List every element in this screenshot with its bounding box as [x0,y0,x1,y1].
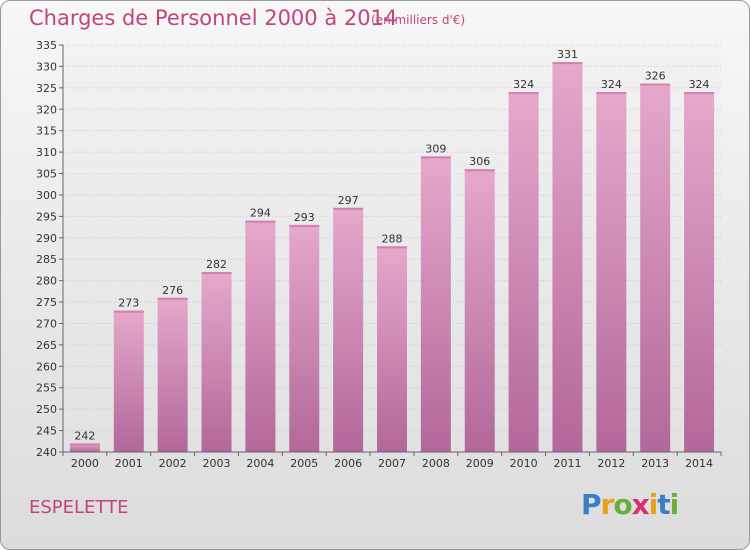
bar-cap [113,310,144,313]
logo-letter: x [631,488,650,521]
bar-2002 [157,297,188,452]
bar-2010 [508,92,539,452]
bar-cap [377,246,407,249]
y-tick-label: 265 [36,339,57,352]
y-tick-label: 275 [36,296,57,309]
logo-letter: o [613,488,632,521]
bar-cap [201,272,232,275]
logo-letter: i [669,488,680,521]
y-tick-label: 290 [36,232,57,245]
y-tick-label: 245 [36,425,57,438]
bar-cap [420,156,451,159]
value-label: 324 [513,78,534,91]
value-label: 326 [645,70,666,83]
x-tick-label: 2013 [641,457,669,470]
value-label: 294 [250,207,271,220]
y-tick-label: 330 [36,60,57,73]
value-label: 324 [601,78,622,91]
bar-2014 [684,92,715,452]
x-tick-label: 2006 [334,457,362,470]
bar-cap [508,92,539,95]
bar-cap [69,443,100,446]
bar-2007 [377,246,407,452]
bar-2008 [420,156,451,453]
logo-letter: t [657,488,670,521]
bar-2012 [596,92,627,452]
value-label: 306 [469,155,490,168]
y-tick-label: 285 [36,253,57,266]
bar-2006 [333,207,364,452]
x-tick-label: 2010 [510,457,538,470]
y-tick-label: 325 [36,82,57,95]
bar-2003 [201,272,232,452]
x-tick-label: 2005 [290,457,318,470]
bar-cap [684,92,715,95]
x-tick-label: 2000 [71,457,99,470]
bar-2004 [245,220,276,452]
bar-cap [596,92,627,95]
bar-cap [245,220,276,223]
x-tick-label: 2014 [685,457,713,470]
bar-2000 [69,443,100,452]
value-label: 273 [118,297,139,310]
y-tick-label: 250 [36,403,57,416]
y-tick-label: 270 [36,317,57,330]
x-tick-label: 2001 [115,457,143,470]
x-tick-label: 2007 [378,457,406,470]
logo-letter: P [581,488,602,521]
bar-cap [289,224,320,227]
bar-cap [552,62,583,65]
bar-cap [640,83,671,86]
value-label: 276 [162,284,183,297]
bar-cap [157,297,188,300]
y-tick-label: 310 [36,146,57,159]
logo-letter: i [648,488,659,521]
value-label: 282 [206,258,227,271]
bar-cap [333,207,364,210]
chart-subtitle: (en milliers d'€) [371,13,466,27]
x-tick-label: 2004 [246,457,274,470]
y-tick-label: 320 [36,103,57,116]
y-tick-label: 255 [36,382,57,395]
y-tick-label: 295 [36,210,57,223]
y-tick-label: 300 [36,189,57,202]
bar-2011 [552,62,583,452]
x-tick-label: 2003 [203,457,231,470]
proxiti-logo: Proxiti [581,488,680,521]
x-tick-label: 2008 [422,457,450,470]
value-label: 288 [382,232,403,245]
y-tick-label: 315 [36,125,57,138]
x-tick-label: 2012 [597,457,625,470]
y-tick-label: 280 [36,275,57,288]
bar-2001 [113,310,144,452]
value-label: 324 [689,78,710,91]
y-tick-label: 240 [36,446,57,459]
x-tick-label: 2002 [159,457,187,470]
x-tick-label: 2009 [466,457,494,470]
value-label: 331 [557,48,578,61]
logo-letter: r [600,488,615,521]
value-label: 309 [425,142,446,155]
value-label: 293 [294,211,315,224]
bar-2009 [464,169,495,452]
y-tick-label: 305 [36,168,57,181]
y-tick-label: 260 [36,360,57,373]
bar-cap [464,169,495,172]
chart-title: Charges de Personnel 2000 à 2014 [29,6,398,30]
value-label: 297 [338,194,359,207]
bar-2005 [289,224,320,452]
commune-name: ESPELETTE [29,497,129,518]
x-tick-label: 2011 [553,457,581,470]
bar-2013 [640,83,671,452]
y-tick-label: 335 [36,39,57,52]
value-label: 242 [74,429,95,442]
